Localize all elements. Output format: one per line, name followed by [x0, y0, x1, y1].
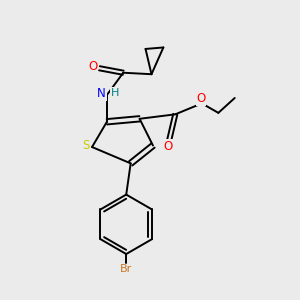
Text: S: S [82, 139, 89, 152]
Text: O: O [196, 92, 206, 105]
Text: O: O [88, 60, 98, 73]
Text: N: N [97, 87, 106, 100]
Text: Br: Br [120, 265, 132, 275]
Text: H: H [111, 88, 119, 98]
Text: O: O [163, 140, 172, 153]
